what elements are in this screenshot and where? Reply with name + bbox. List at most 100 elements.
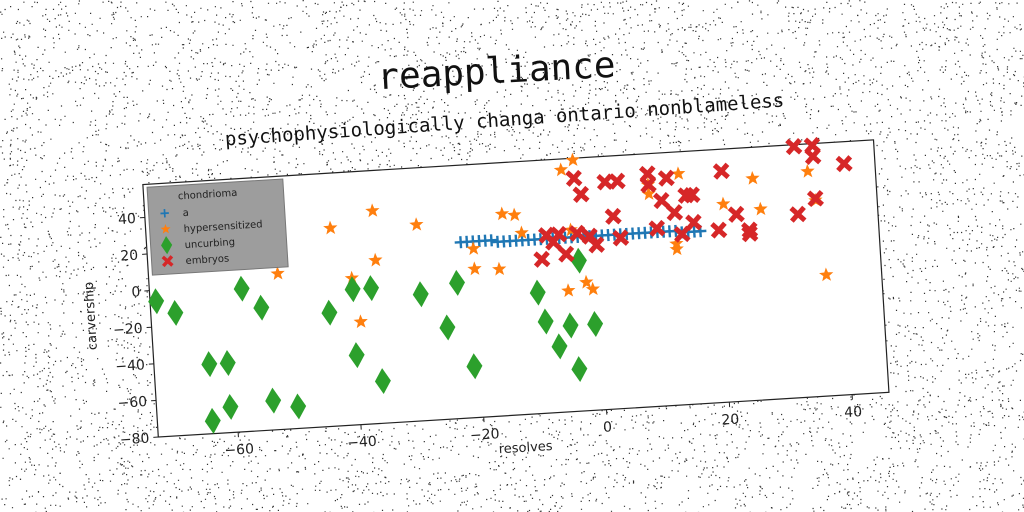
data-point xyxy=(204,407,221,434)
data-point xyxy=(485,234,498,247)
chart-subtitle: psychophysiologically changa ontario non… xyxy=(224,89,785,150)
y-axis-label: carvership xyxy=(82,281,101,350)
data-point xyxy=(596,173,614,191)
plot-frame xyxy=(142,139,890,438)
x-tick-label: 40 xyxy=(844,404,863,421)
x-tick-label: 0 xyxy=(603,419,613,436)
data-point xyxy=(562,312,579,339)
data-point xyxy=(710,221,728,239)
legend-label: embryos xyxy=(185,253,229,267)
data-point xyxy=(466,241,481,256)
data-point xyxy=(467,261,482,276)
data-point xyxy=(819,267,834,282)
data-point xyxy=(604,207,622,225)
data-point xyxy=(551,333,568,360)
data-point xyxy=(565,169,583,187)
data-point xyxy=(439,314,456,341)
data-point xyxy=(753,201,768,216)
data-point xyxy=(374,368,391,395)
data-point xyxy=(537,308,554,335)
data-point xyxy=(365,203,380,218)
legend-label: a xyxy=(182,208,189,219)
data-point xyxy=(612,229,630,247)
data-point xyxy=(222,393,239,420)
data-point xyxy=(270,266,285,280)
data-point xyxy=(550,225,568,243)
data-point xyxy=(608,172,626,190)
data-point xyxy=(727,205,745,223)
x-axis-label: resolves xyxy=(498,439,553,457)
data-point xyxy=(494,206,510,221)
data-point xyxy=(466,353,483,380)
y-tick-label: −60 xyxy=(117,394,147,412)
series-hypersensitized xyxy=(270,152,834,329)
data-point xyxy=(368,252,383,267)
data-point xyxy=(745,170,760,185)
plot-area: −60 −40 −20 0 20 40 −80 −60 −40 −20 0 20 40 chondrio… xyxy=(82,136,890,459)
y-tick-label: 20 xyxy=(120,248,139,265)
data-point xyxy=(514,225,529,240)
chart-title: reappliance xyxy=(376,45,616,98)
data-point xyxy=(449,269,466,296)
data-point xyxy=(507,207,522,222)
data-point xyxy=(683,186,701,204)
data-point xyxy=(572,185,590,203)
data-point xyxy=(587,311,604,337)
data-point xyxy=(533,250,551,268)
data-point xyxy=(804,147,822,165)
data-point xyxy=(571,356,588,383)
x-tick-label: −40 xyxy=(347,434,377,452)
data-point xyxy=(233,275,250,302)
data-point xyxy=(673,225,691,243)
data-point xyxy=(806,189,825,208)
data-point xyxy=(669,241,684,256)
data-point xyxy=(785,138,803,156)
data-point xyxy=(253,294,270,321)
data-point xyxy=(492,261,507,276)
data-point xyxy=(265,387,282,414)
data-point xyxy=(344,276,361,303)
legend-box xyxy=(146,178,289,276)
legend-marker xyxy=(161,255,174,268)
legend-label: hypersensitized xyxy=(183,219,263,235)
data-point xyxy=(800,163,815,178)
data-point xyxy=(290,393,307,420)
data-point xyxy=(323,220,338,235)
y-tick-label: −40 xyxy=(115,357,145,375)
series-uncurbing xyxy=(148,247,604,434)
data-point xyxy=(741,225,759,243)
data-point xyxy=(579,274,594,289)
data-point xyxy=(353,314,368,329)
data-point xyxy=(685,213,703,232)
data-point xyxy=(648,219,666,237)
data-point xyxy=(348,342,365,369)
y-tick-label: −80 xyxy=(119,431,149,449)
data-point xyxy=(557,245,575,263)
axis-ticks: −60 −40 −20 0 20 40 −80 −60 −40 −20 0 20 40 xyxy=(113,211,863,459)
data-point xyxy=(565,152,580,167)
data-point xyxy=(201,351,218,378)
data-point xyxy=(641,186,656,201)
data-point xyxy=(652,192,671,210)
data-point xyxy=(639,176,657,194)
data-point xyxy=(587,236,605,254)
y-tick-label: −20 xyxy=(113,321,143,339)
legend-marker xyxy=(161,236,173,255)
data-marks xyxy=(148,136,853,434)
data-point xyxy=(657,169,675,187)
data-point xyxy=(561,283,576,298)
x-tick-label: 20 xyxy=(721,412,740,429)
data-point xyxy=(529,279,546,306)
data-point xyxy=(666,204,684,222)
series-embryos xyxy=(533,136,853,268)
legend-label: uncurbing xyxy=(184,237,235,251)
data-point xyxy=(219,350,236,376)
data-point xyxy=(553,162,569,177)
x-tick-label: −20 xyxy=(470,426,500,444)
data-point xyxy=(148,288,165,315)
data-point xyxy=(835,155,853,173)
data-point xyxy=(363,275,380,302)
y-tick-label: 0 xyxy=(131,284,141,301)
data-point xyxy=(585,281,600,296)
